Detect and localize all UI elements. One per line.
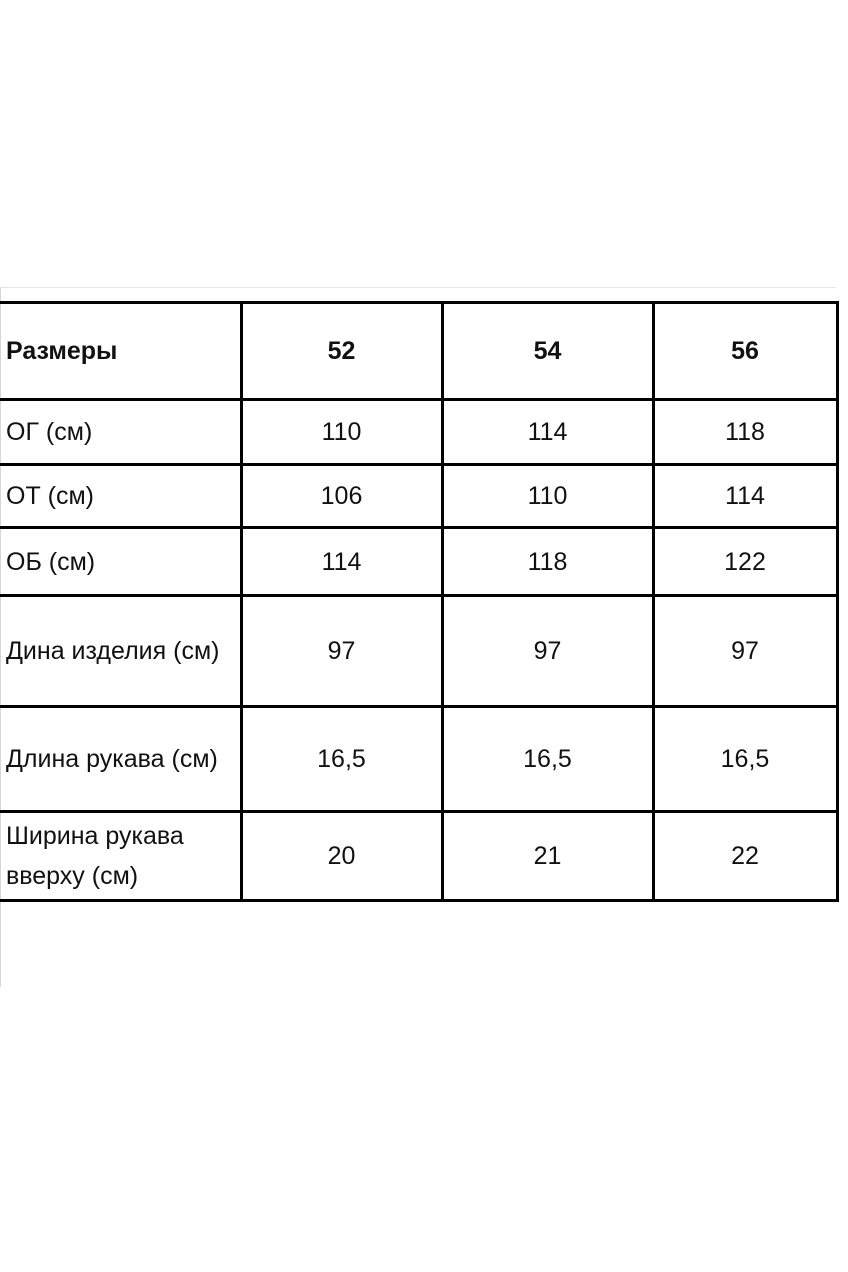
row-label: ОТ (см) [0, 463, 243, 529]
cell-value: 114 [440, 398, 655, 466]
cell-value: 52 [239, 301, 444, 401]
table-row: ОГ (см) 110 114 118 [0, 398, 839, 466]
table-row: ОТ (см) 106 110 114 [0, 463, 839, 529]
table-row: ОБ (см) 114 118 122 [0, 526, 839, 597]
cell-value: 16,5 [651, 705, 839, 813]
cell-value: 118 [440, 526, 655, 597]
table-row: Размеры 52 54 56 [0, 301, 839, 401]
cell-value: 56 [651, 301, 839, 401]
cell-value: 21 [440, 810, 655, 902]
table-row: Длина рукава (см) 16,5 16,5 16,5 [0, 705, 839, 813]
cell-value: 54 [440, 301, 655, 401]
row-label: ОБ (см) [0, 526, 243, 597]
cell-value: 16,5 [239, 705, 444, 813]
row-label: Размеры [0, 301, 243, 401]
cell-value: 22 [651, 810, 839, 902]
row-label: Ширина рукава вверху (см) [0, 810, 243, 902]
cell-value: 110 [440, 463, 655, 529]
table-row: Дина изделия (см) 97 97 97 [0, 594, 839, 708]
row-label: Длина рукава (см) [0, 705, 243, 813]
cell-value: 114 [651, 463, 839, 529]
cell-value: 106 [239, 463, 444, 529]
row-label: ОГ (см) [0, 398, 243, 466]
size-table: Размеры 52 54 56 ОГ (см) 110 114 118 ОТ (см) 106 1… [0, 301, 839, 902]
cell-value: 16,5 [440, 705, 655, 813]
cell-value: 122 [651, 526, 839, 597]
cell-value: 114 [239, 526, 444, 597]
row-label: Дина изделия (см) [0, 594, 243, 708]
table-row: Ширина рукава вверху (см) 20 21 22 [0, 810, 839, 902]
cell-value: 97 [651, 594, 839, 708]
cell-value: 110 [239, 398, 444, 466]
table-body: Размеры 52 54 56 ОГ (см) 110 114 118 ОТ (см) 106 1… [0, 301, 839, 902]
guide-line [0, 287, 836, 288]
cell-value: 97 [440, 594, 655, 708]
cell-value: 97 [239, 594, 444, 708]
cell-value: 118 [651, 398, 839, 466]
cell-value: 20 [239, 810, 444, 902]
